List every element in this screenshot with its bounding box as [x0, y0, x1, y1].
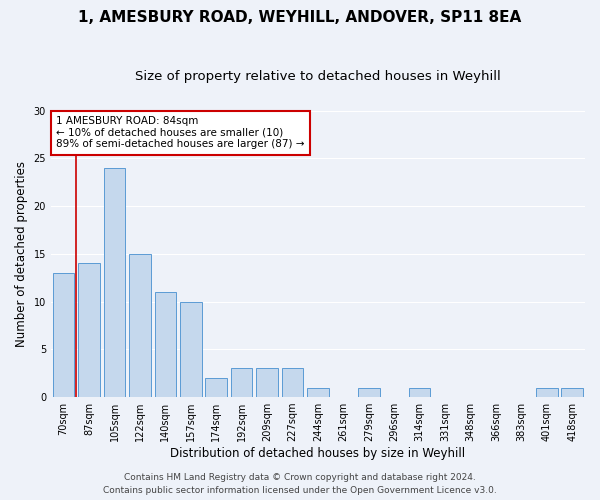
- Text: 1, AMESBURY ROAD, WEYHILL, ANDOVER, SP11 8EA: 1, AMESBURY ROAD, WEYHILL, ANDOVER, SP11…: [79, 10, 521, 25]
- Bar: [282, 368, 304, 397]
- Bar: [104, 168, 125, 397]
- Bar: [205, 378, 227, 397]
- Y-axis label: Number of detached properties: Number of detached properties: [15, 161, 28, 347]
- Text: 1 AMESBURY ROAD: 84sqm
← 10% of detached houses are smaller (10)
89% of semi-det: 1 AMESBURY ROAD: 84sqm ← 10% of detached…: [56, 116, 305, 150]
- Bar: [129, 254, 151, 397]
- Bar: [256, 368, 278, 397]
- Text: Contains HM Land Registry data © Crown copyright and database right 2024.
Contai: Contains HM Land Registry data © Crown c…: [103, 474, 497, 495]
- Bar: [155, 292, 176, 397]
- Title: Size of property relative to detached houses in Weyhill: Size of property relative to detached ho…: [135, 70, 501, 83]
- Bar: [78, 264, 100, 397]
- X-axis label: Distribution of detached houses by size in Weyhill: Distribution of detached houses by size …: [170, 447, 466, 460]
- Bar: [53, 273, 74, 397]
- Bar: [307, 388, 329, 397]
- Bar: [409, 388, 430, 397]
- Bar: [231, 368, 253, 397]
- Bar: [180, 302, 202, 397]
- Bar: [358, 388, 380, 397]
- Bar: [562, 388, 583, 397]
- Bar: [536, 388, 557, 397]
